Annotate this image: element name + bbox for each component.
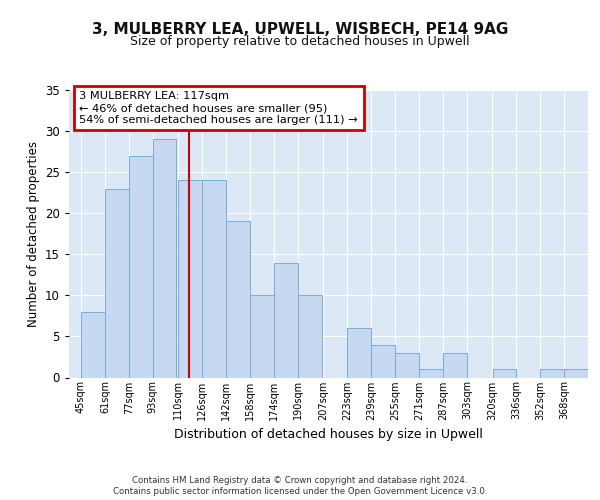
Bar bbox=[226, 222, 250, 378]
Bar bbox=[564, 370, 588, 378]
Text: 3 MULBERRY LEA: 117sqm
← 46% of detached houses are smaller (95)
54% of semi-det: 3 MULBERRY LEA: 117sqm ← 46% of detached… bbox=[79, 92, 358, 124]
Bar bbox=[250, 296, 274, 378]
Bar bbox=[371, 344, 395, 378]
Bar bbox=[347, 328, 371, 378]
Text: 3, MULBERRY LEA, UPWELL, WISBECH, PE14 9AG: 3, MULBERRY LEA, UPWELL, WISBECH, PE14 9… bbox=[92, 22, 508, 38]
Bar bbox=[298, 296, 322, 378]
Text: Contains HM Land Registry data © Crown copyright and database right 2024.: Contains HM Land Registry data © Crown c… bbox=[132, 476, 468, 485]
Bar bbox=[178, 180, 202, 378]
Bar bbox=[153, 140, 176, 378]
Text: Contains public sector information licensed under the Open Government Licence v3: Contains public sector information licen… bbox=[113, 487, 487, 496]
Bar bbox=[443, 353, 467, 378]
Bar bbox=[81, 312, 104, 378]
Bar bbox=[105, 188, 128, 378]
Bar bbox=[274, 262, 298, 378]
Bar bbox=[202, 180, 226, 378]
Bar bbox=[395, 353, 419, 378]
Text: Size of property relative to detached houses in Upwell: Size of property relative to detached ho… bbox=[130, 35, 470, 48]
X-axis label: Distribution of detached houses by size in Upwell: Distribution of detached houses by size … bbox=[174, 428, 483, 441]
Bar bbox=[493, 370, 516, 378]
Bar bbox=[419, 370, 443, 378]
Bar bbox=[541, 370, 564, 378]
Y-axis label: Number of detached properties: Number of detached properties bbox=[26, 141, 40, 327]
Bar bbox=[129, 156, 152, 378]
